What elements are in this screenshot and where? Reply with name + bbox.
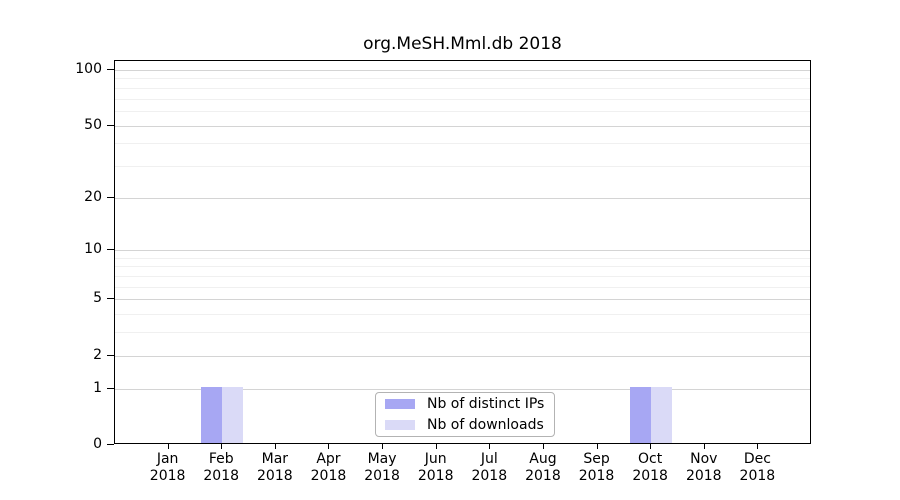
legend-item-downloads: Nb of downloads bbox=[385, 416, 554, 433]
y-axis-tick bbox=[107, 354, 114, 356]
x-axis-tick bbox=[703, 444, 705, 449]
y-axis-tick bbox=[107, 444, 114, 445]
gridline-minor bbox=[115, 87, 810, 89]
x-axis-label: Jun 2018 bbox=[417, 451, 454, 484]
x-axis-label: Sep 2018 bbox=[578, 451, 615, 484]
gridline-major bbox=[115, 299, 810, 301]
y-axis-tick bbox=[107, 124, 114, 126]
x-axis-tick bbox=[167, 444, 169, 449]
legend-label-distinct-ips: Nb of distinct IPs bbox=[427, 395, 545, 412]
x-axis-label: Nov 2018 bbox=[685, 451, 722, 484]
gridline-major bbox=[115, 250, 810, 252]
x-axis-tick bbox=[328, 444, 330, 449]
x-axis-label: Apr 2018 bbox=[310, 451, 347, 484]
gridline-major bbox=[115, 197, 810, 199]
plot-area: Nb of distinct IPs Nb of downloads bbox=[114, 60, 811, 444]
legend-label-downloads: Nb of downloads bbox=[427, 416, 544, 433]
x-axis-label: Oct 2018 bbox=[632, 451, 668, 484]
gridline-major bbox=[115, 125, 810, 127]
x-axis-tick bbox=[382, 444, 384, 449]
gridline-minor bbox=[115, 143, 810, 145]
y-axis-label: 20 bbox=[84, 188, 102, 205]
bar-nb-of-downloads bbox=[651, 386, 673, 443]
legend-swatch-distinct-ips bbox=[385, 399, 415, 409]
gridline-major bbox=[115, 70, 810, 71]
y-axis-label: 100 bbox=[75, 61, 102, 77]
gridline-major bbox=[115, 355, 810, 357]
x-axis-label: May 2018 bbox=[364, 451, 400, 484]
y-axis-label: 5 bbox=[93, 290, 102, 307]
y-axis-label: 1 bbox=[93, 379, 102, 396]
legend-swatch-downloads bbox=[385, 420, 415, 430]
legend: Nb of distinct IPs Nb of downloads bbox=[375, 392, 555, 437]
x-axis-tick bbox=[489, 444, 491, 449]
x-axis-label: Jul 2018 bbox=[471, 451, 508, 484]
x-axis-tick bbox=[757, 444, 759, 449]
gridline-minor bbox=[115, 286, 810, 288]
gridline-minor bbox=[115, 165, 810, 167]
y-axis-label: 10 bbox=[84, 241, 102, 258]
bar-nb-of-distinct-ips bbox=[201, 386, 223, 443]
gridline-minor bbox=[115, 98, 810, 100]
y-axis-tick bbox=[107, 249, 114, 251]
gridline-minor bbox=[115, 266, 810, 268]
x-axis-tick bbox=[221, 444, 223, 449]
y-axis-tick bbox=[107, 196, 114, 198]
x-axis-label: Mar 2018 bbox=[257, 451, 293, 484]
x-axis-tick bbox=[435, 444, 437, 449]
x-axis-tick bbox=[650, 444, 652, 449]
gridline-major bbox=[115, 388, 810, 390]
x-axis-tick bbox=[542, 444, 544, 449]
x-axis-tick bbox=[274, 444, 276, 449]
y-axis-label: 50 bbox=[84, 116, 102, 133]
bar-nb-of-downloads bbox=[222, 386, 244, 443]
x-axis-label: Jan 2018 bbox=[149, 451, 186, 484]
legend-item-distinct-ips: Nb of distinct IPs bbox=[385, 395, 554, 412]
gridline-minor bbox=[115, 314, 810, 316]
gridline-minor bbox=[115, 110, 810, 112]
x-axis-label: Feb 2018 bbox=[203, 451, 240, 484]
y-axis-tick bbox=[107, 298, 114, 300]
x-axis-label: Dec 2018 bbox=[739, 451, 776, 484]
gridline-minor bbox=[115, 276, 810, 278]
x-axis-label: Aug 2018 bbox=[525, 451, 561, 484]
gridline-minor bbox=[115, 257, 810, 259]
x-axis-tick bbox=[596, 444, 598, 449]
y-axis-tick bbox=[107, 69, 114, 70]
gridline-minor bbox=[115, 332, 810, 334]
chart-title: org.MeSH.Mml.db 2018 bbox=[363, 34, 562, 54]
y-axis-label: 2 bbox=[93, 346, 102, 363]
y-axis-label: 0 bbox=[93, 436, 102, 452]
y-axis-tick bbox=[107, 387, 114, 389]
bar-nb-of-distinct-ips bbox=[630, 386, 652, 443]
gridline-minor bbox=[115, 78, 810, 80]
